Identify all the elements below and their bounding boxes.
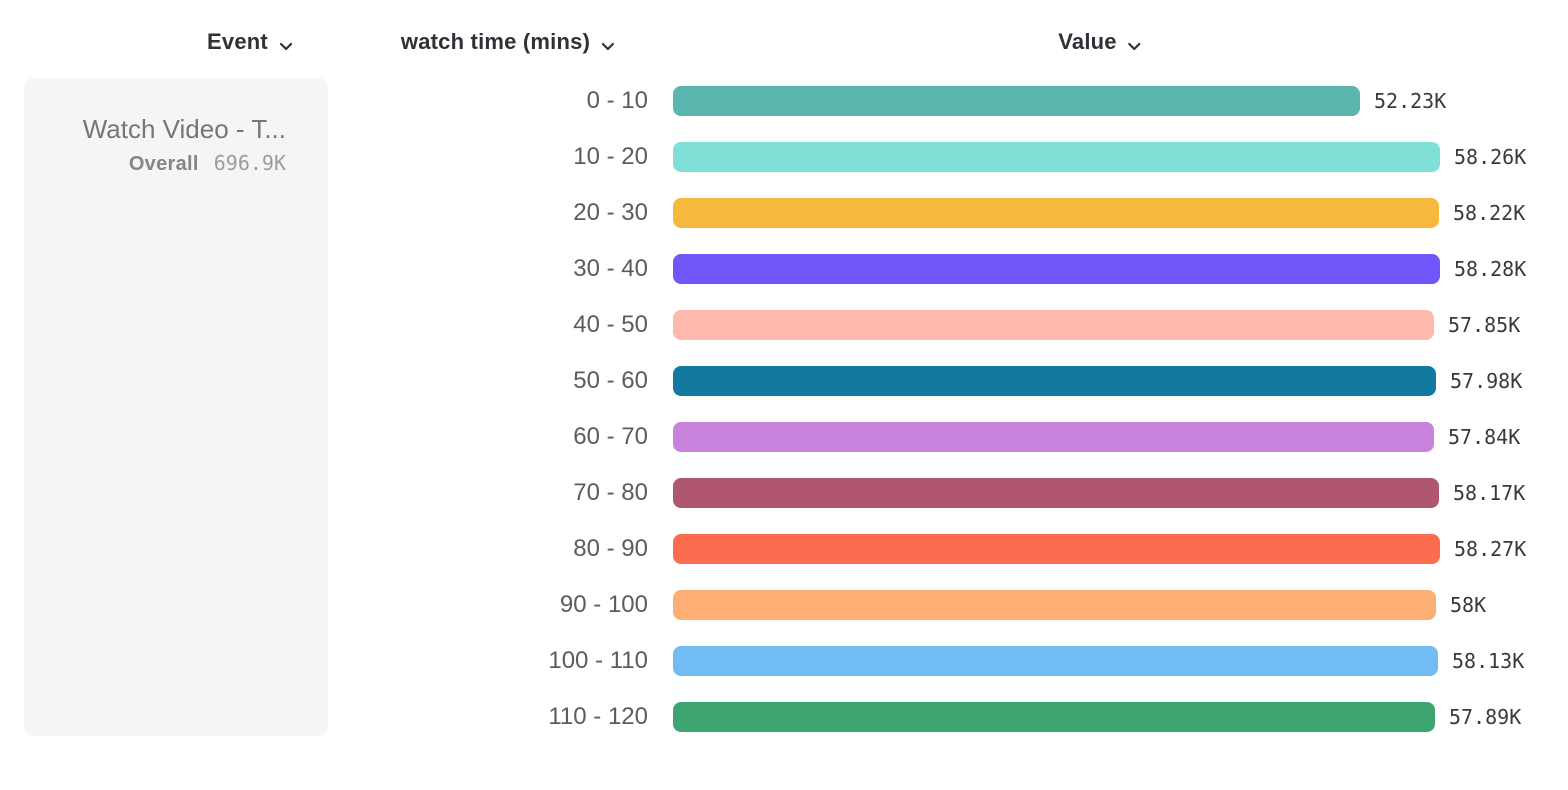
chart-row: 110 - 120 57.89K (0, 689, 1568, 745)
overall-row: Overall 696.9K (129, 151, 286, 176)
bucket-label: 10 - 20 (573, 143, 648, 170)
bar-value-label: 58.28K (1454, 257, 1527, 281)
chart-row: 40 - 50 57.85K (0, 297, 1568, 353)
bar-segment[interactable] (673, 478, 1439, 508)
event-column-dropdown[interactable]: Event (207, 27, 293, 57)
overall-value: 696.9K (213, 151, 286, 175)
bar-segment[interactable] (673, 534, 1440, 564)
bar-value-label: 57.84K (1448, 425, 1521, 449)
bucket-label: 110 - 120 (548, 703, 648, 730)
bar-value-label: 58.27K (1454, 537, 1527, 561)
bucket-label: 50 - 60 (573, 367, 648, 394)
bar-value-label: 58K (1450, 593, 1487, 617)
chart-row: 100 - 110 58.13K (0, 633, 1568, 689)
chart-row: 70 - 80 58.17K (0, 465, 1568, 521)
value-column-label: Value (1058, 29, 1117, 54)
bucket-label: 40 - 50 (573, 311, 648, 338)
breakdown-column-dropdown[interactable]: watch time (mins) (401, 27, 615, 57)
chart-row: 60 - 70 57.84K (0, 409, 1568, 465)
value-column-dropdown[interactable]: Value (1058, 27, 1141, 57)
event-column-label: Event (207, 29, 268, 54)
bar-segment[interactable] (673, 702, 1435, 732)
bar-segment[interactable] (673, 366, 1436, 396)
bar-value-label: 58.26K (1454, 145, 1527, 169)
chart-row: 0 - 10 52.23K (0, 73, 1568, 129)
bar-segment[interactable] (673, 422, 1434, 452)
bucket-label: 90 - 100 (559, 591, 648, 618)
bar-segment[interactable] (673, 198, 1439, 228)
bucket-label: 0 - 10 (586, 87, 648, 114)
bar-value-label: 52.23K (1374, 89, 1447, 113)
bucket-label: 100 - 110 (548, 647, 648, 674)
bucket-label: 80 - 90 (573, 535, 648, 562)
bar-segment[interactable] (673, 142, 1440, 172)
chevron-down-icon (601, 31, 615, 57)
bar-value-label: 57.89K (1449, 705, 1522, 729)
bar-value-label: 57.98K (1450, 369, 1523, 393)
chevron-down-icon (1128, 31, 1142, 57)
event-title: Watch Video - T... (82, 114, 286, 144)
chart-row: 30 - 40 58.28K (0, 241, 1568, 297)
bar-segment[interactable] (673, 646, 1438, 676)
bar-value-label: 58.13K (1452, 649, 1525, 673)
bucket-label: 20 - 30 (573, 199, 648, 226)
chart-row: 20 - 30 58.22K (0, 185, 1568, 241)
overall-label: Overall (128, 153, 199, 175)
bar-segment[interactable] (673, 86, 1360, 116)
bar-value-label: 58.17K (1453, 481, 1526, 505)
bar-value-label: 57.85K (1448, 313, 1521, 337)
event-card[interactable]: Watch Video - T... Overall 696.9K (24, 78, 328, 736)
breakdown-column-label: watch time (mins) (400, 29, 591, 54)
chart-row: 10 - 20 58.26K (0, 129, 1568, 185)
chevron-down-icon (279, 31, 293, 57)
chart-row: 50 - 60 57.98K (0, 353, 1568, 409)
bucket-label: 30 - 40 (573, 255, 648, 282)
bucket-label: 60 - 70 (573, 423, 648, 450)
bar-segment[interactable] (673, 590, 1436, 620)
chart-row: 80 - 90 58.27K (0, 521, 1568, 577)
bucket-label: 70 - 80 (573, 479, 648, 506)
bar-segment[interactable] (673, 310, 1434, 340)
bar-value-label: 58.22K (1453, 201, 1526, 225)
bar-chart-rows: 0 - 10 52.23K 10 - 20 58.26K 20 - 30 58.… (0, 73, 1568, 745)
chart-row: 90 - 100 58K (0, 577, 1568, 633)
bar-segment[interactable] (673, 254, 1440, 284)
